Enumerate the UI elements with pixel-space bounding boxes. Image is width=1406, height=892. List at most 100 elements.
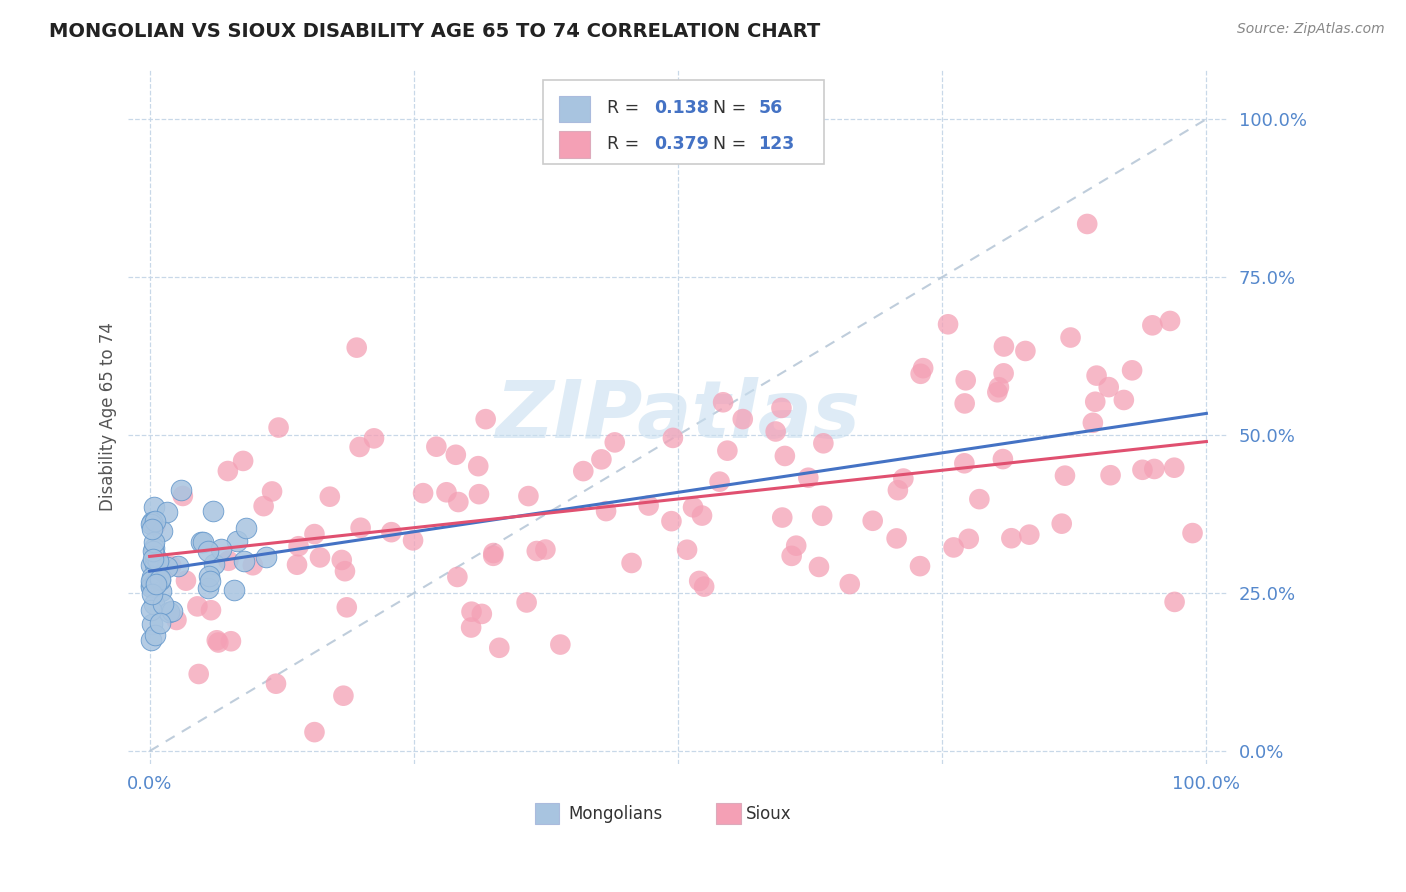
Point <box>143 541 166 555</box>
Point <box>412 486 434 500</box>
Text: Sioux: Sioux <box>747 805 792 822</box>
Point <box>471 607 494 621</box>
Point <box>217 464 239 478</box>
Point <box>993 367 1015 381</box>
Point <box>942 541 965 555</box>
Point <box>198 569 221 583</box>
Point <box>1085 368 1108 383</box>
Point <box>912 361 935 376</box>
Point <box>425 440 447 454</box>
Point <box>142 543 165 558</box>
Point <box>1181 526 1204 541</box>
Point <box>595 504 617 518</box>
Point <box>253 499 276 513</box>
Point <box>309 550 332 565</box>
Point <box>460 620 482 634</box>
Point <box>143 549 166 563</box>
Point <box>242 558 264 573</box>
Point <box>149 583 172 598</box>
Point <box>219 634 242 648</box>
Point <box>676 542 699 557</box>
Point <box>332 689 354 703</box>
Point <box>150 524 173 538</box>
Point <box>1053 468 1076 483</box>
Point <box>1163 460 1185 475</box>
Text: Mongolians: Mongolians <box>568 805 662 822</box>
Point <box>797 471 820 485</box>
Point <box>591 452 613 467</box>
Point <box>287 539 309 553</box>
Point <box>662 431 685 445</box>
Point <box>446 570 468 584</box>
Point <box>862 514 884 528</box>
Point <box>149 572 172 586</box>
Point <box>709 475 731 489</box>
Point <box>908 559 931 574</box>
Point <box>716 443 738 458</box>
Point <box>363 431 385 445</box>
Point <box>143 514 166 528</box>
Point <box>550 638 572 652</box>
Point <box>186 599 208 614</box>
Point <box>811 508 834 523</box>
Point <box>813 436 835 450</box>
Point <box>711 395 734 409</box>
Point <box>141 587 163 601</box>
Point <box>198 574 221 588</box>
Point <box>785 539 807 553</box>
Point <box>534 542 557 557</box>
Point <box>201 503 224 517</box>
Point <box>222 583 245 598</box>
Point <box>807 560 830 574</box>
Point <box>682 500 704 515</box>
Point <box>267 420 290 434</box>
Point <box>986 385 1008 400</box>
Point <box>160 558 183 573</box>
Point <box>1112 392 1135 407</box>
Text: 123: 123 <box>758 135 794 153</box>
Point <box>1142 318 1164 333</box>
Y-axis label: Disability Age 65 to 74: Disability Age 65 to 74 <box>100 322 117 510</box>
Point <box>1099 468 1122 483</box>
Point <box>157 605 180 619</box>
Point <box>197 543 219 558</box>
Point <box>603 435 626 450</box>
Point <box>232 454 254 468</box>
Point <box>838 577 860 591</box>
Point <box>207 635 229 649</box>
Point <box>482 549 505 563</box>
Point <box>264 676 287 690</box>
Point <box>436 485 458 500</box>
Point <box>1163 595 1185 609</box>
Point <box>143 558 166 572</box>
Point <box>139 633 162 648</box>
Point <box>1076 217 1098 231</box>
Point <box>139 516 162 531</box>
Point <box>444 448 467 462</box>
Point <box>254 549 277 564</box>
Point <box>780 549 803 563</box>
Point <box>1059 330 1081 344</box>
Bar <box>560 131 591 158</box>
Point <box>910 367 932 381</box>
Point <box>330 553 353 567</box>
Point <box>731 412 754 426</box>
Point <box>957 532 980 546</box>
Point <box>170 483 193 498</box>
Point <box>1121 363 1143 377</box>
Point <box>467 459 489 474</box>
Text: 0.138: 0.138 <box>654 99 709 117</box>
Point <box>160 605 183 619</box>
Point <box>143 535 166 549</box>
Point <box>1050 516 1073 531</box>
Point <box>166 558 188 573</box>
Point <box>765 425 787 439</box>
Point <box>209 542 232 557</box>
Point <box>402 533 425 548</box>
Point <box>516 595 538 609</box>
Point <box>285 558 308 572</box>
Point <box>891 471 914 485</box>
Point <box>1081 416 1104 430</box>
Point <box>145 576 167 591</box>
Point <box>225 533 247 548</box>
